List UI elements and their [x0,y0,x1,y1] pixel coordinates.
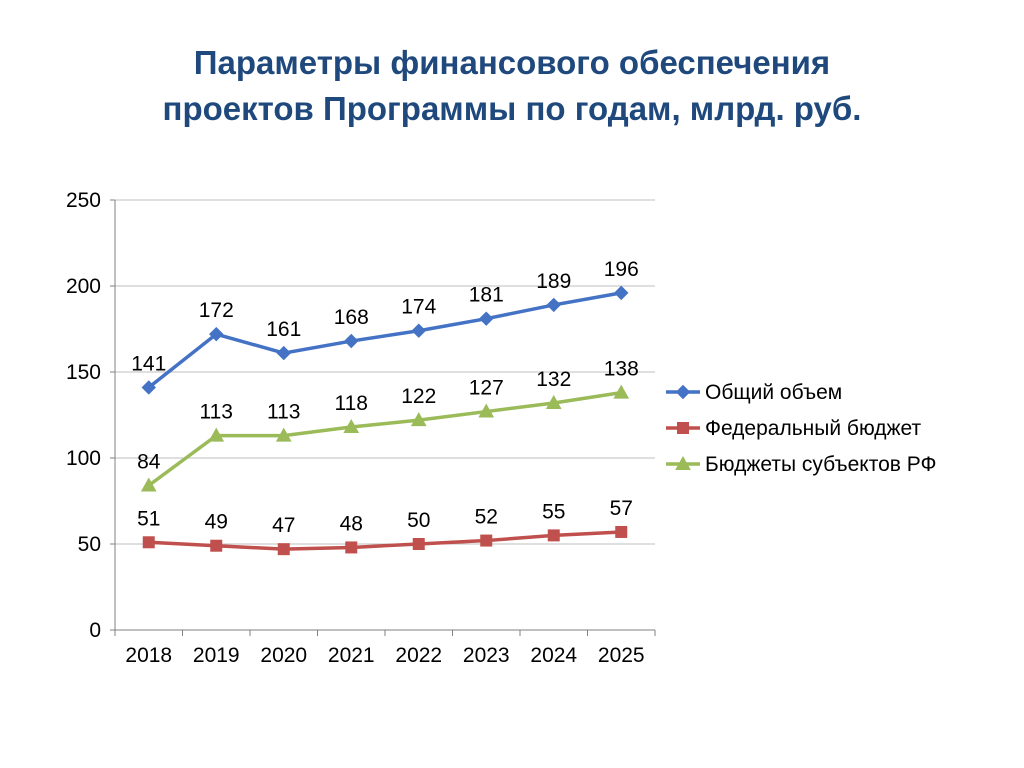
legend-label: Бюджеты субъектов РФ [705,453,936,476]
triangle-marker-icon [343,419,360,434]
diamond-marker-icon [209,326,224,342]
chart-title-line1: Параметры финансового обеспечения [193,44,831,81]
square-marker-icon [345,541,358,554]
data-label: 172 [199,299,234,322]
triangle-marker-icon [613,384,630,399]
chart-title-line2: проектов Программы по годам, млрд. руб. [162,89,862,127]
series-line [147,291,622,389]
x-axis-label: 2021 [328,644,375,667]
y-axis-label: 100 [66,447,101,470]
data-label: 113 [267,401,300,424]
data-label: 141 [131,352,166,375]
diamond-marker-icon [675,384,691,400]
data-label: 196 [604,258,639,281]
series-triangle: 84 113 113 118 122 127 132 138 [137,358,639,492]
diamond-marker-icon [141,380,156,395]
x-axis-label: 2020 [260,644,307,667]
triangle-marker-icon [410,412,427,427]
legend: Общий объем Федеральный бюджет Бюджеты суб… [666,381,936,476]
series-square: 51 49 47 48 50 52 55 57 [137,497,633,556]
data-label: 48 [340,512,363,535]
y-axis-label: 200 [66,275,101,298]
data-label: 138 [604,358,639,381]
series-line [147,390,622,487]
diamond-marker-icon [344,333,359,349]
x-axis-label: 2019 [193,644,240,667]
data-label: 161 [266,318,301,341]
square-marker-icon [412,538,425,550]
legend-item: Федеральный бюджет [666,417,922,440]
data-label: 118 [335,392,368,415]
triangle-marker-icon [275,427,292,442]
data-label: 50 [407,509,430,532]
diamond-marker-icon [276,345,291,361]
diamond-marker-icon [479,311,494,326]
data-label: 52 [475,506,498,529]
legend-label: Федеральный бюджет [705,417,922,440]
series-diamond: 141 172 161 168 174 181 189 196 [131,258,639,395]
legend-label: Общий объем [705,381,842,404]
data-label: 49 [205,511,228,534]
square-marker-icon [480,534,493,547]
series-line [148,530,622,551]
triangle-marker-icon [478,403,495,418]
square-marker-icon [677,422,689,434]
x-axis-label: 2024 [530,644,577,667]
legend-item: Бюджеты субъектов РФ [666,453,936,476]
diamond-marker-icon [614,285,629,301]
x-axis-label: 2022 [395,644,442,667]
diamond-marker-icon [411,323,426,338]
x-axis-label: 2018 [125,644,172,667]
data-label: 113 [200,401,233,424]
data-label: 174 [401,296,436,319]
legend-item: Общий объем [666,381,842,404]
data-label: 51 [137,507,160,530]
data-label: 181 [469,284,504,307]
x-axis-label: 2025 [598,644,645,667]
data-label: 57 [610,497,633,520]
data-label: 84 [137,451,161,474]
square-marker-icon [142,536,155,549]
y-axis-label: 150 [66,361,101,384]
square-marker-icon [615,525,628,538]
square-marker-icon [210,539,223,552]
data-label: 189 [536,270,571,293]
x-axis-label: 2023 [463,644,510,667]
data-label: 132 [536,368,571,391]
square-marker-icon [277,543,290,556]
y-axis-label: 250 [66,189,101,212]
triangle-marker-icon [545,394,562,409]
triangle-marker-icon [675,455,691,470]
data-label: 127 [469,377,504,400]
square-marker-icon [547,529,560,542]
data-label: 47 [272,514,295,537]
data-label: 55 [542,500,565,523]
data-label: 122 [401,385,436,408]
diamond-marker-icon [546,297,561,313]
chart-title: Параметры финансового обеспечения проект… [0,40,1024,131]
data-label: 168 [334,306,369,329]
triangle-marker-icon [140,477,157,492]
y-axis-label: 0 [89,619,101,642]
triangle-marker-icon [208,427,225,442]
y-axis-label: 50 [78,533,101,556]
